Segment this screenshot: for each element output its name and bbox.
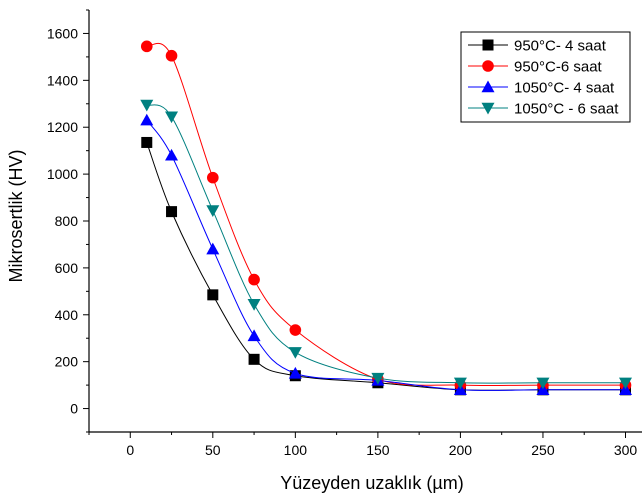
- series-2-point: [289, 324, 302, 336]
- x-tick-label: 250: [531, 442, 555, 458]
- x-tick-label: 100: [284, 442, 308, 458]
- series-2-point: [248, 273, 260, 286]
- series-4-point: [140, 99, 154, 112]
- legend-label: 1050°C- 4 saat: [514, 80, 615, 97]
- legend-label: 1050°C - 6 saat: [514, 101, 619, 118]
- legend-item: 1050°C - 6 saat: [468, 101, 619, 118]
- series-4-point: [453, 377, 467, 390]
- legend-marker: [481, 80, 495, 93]
- x-tick-label: 300: [614, 442, 638, 458]
- series-4-line: [146, 104, 626, 384]
- x-axis-ticks: 0 50 100 150 200 250 300: [88, 432, 638, 458]
- y-tick-label: 800: [55, 213, 79, 229]
- legend-label: 950°C-6 saat: [514, 59, 603, 76]
- series-1-line: [146, 142, 626, 391]
- series-4-point: [371, 372, 385, 385]
- legend-label: 950°C- 4 saat: [514, 38, 607, 55]
- series-3-point: [140, 113, 154, 126]
- series-4-point: [288, 347, 302, 359]
- y-tick-label: 0: [70, 401, 78, 417]
- y-tick-label: 1200: [47, 119, 78, 135]
- series-4-point: [165, 111, 179, 124]
- y-axis-ticks: 0 200 400 600 800 1000 1200 1400 1600: [47, 9, 89, 433]
- legend-marker: [482, 39, 494, 51]
- y-tick-label: 1000: [47, 166, 78, 182]
- series-2-point: [207, 171, 219, 184]
- series-1-point: [248, 353, 260, 365]
- series-4-point: [206, 205, 220, 217]
- legend-item: 950°C- 4 saat: [468, 38, 607, 55]
- y-tick-label: 1600: [47, 25, 78, 41]
- series-3-point: [288, 366, 302, 379]
- legend-item: 950°C-6 saat: [468, 59, 603, 76]
- series-3-point: [247, 329, 261, 342]
- series-3-line: [146, 119, 626, 391]
- series-layer: [140, 40, 632, 396]
- series-4-point: [618, 377, 632, 390]
- series-1-point: [166, 206, 178, 218]
- x-tick-label: 50: [205, 442, 221, 458]
- series-4-point: [536, 377, 550, 390]
- series-2-point: [140, 40, 153, 53]
- x-tick-label: 150: [366, 442, 390, 458]
- series-3-point: [165, 148, 179, 161]
- series-4-point: [247, 299, 261, 311]
- legend-marker: [481, 102, 495, 115]
- y-tick-label: 400: [55, 307, 79, 323]
- series-4: [140, 99, 632, 390]
- legend-marker: [482, 60, 494, 72]
- y-tick-label: 600: [55, 260, 79, 276]
- legend: 950°C- 4 saat 950°C-6 saat 1050°C- 4 saat 1…: [460, 31, 631, 123]
- series-1-point: [141, 136, 153, 148]
- series-3-point: [206, 242, 220, 255]
- series-2-point: [165, 49, 178, 62]
- y-tick-label: 1400: [47, 72, 78, 88]
- x-axis-label: Yüzeyden uzaklık (µm): [280, 473, 463, 493]
- series-3: [140, 113, 632, 395]
- legend-item: 1050°C- 4 saat: [468, 80, 615, 97]
- y-axis-label: Mikrosertlik (HV): [6, 150, 26, 283]
- x-tick-label: 200: [449, 442, 473, 458]
- x-tick-label: 0: [126, 442, 134, 458]
- y-tick-label: 200: [55, 354, 79, 370]
- series-1-point: [207, 289, 219, 301]
